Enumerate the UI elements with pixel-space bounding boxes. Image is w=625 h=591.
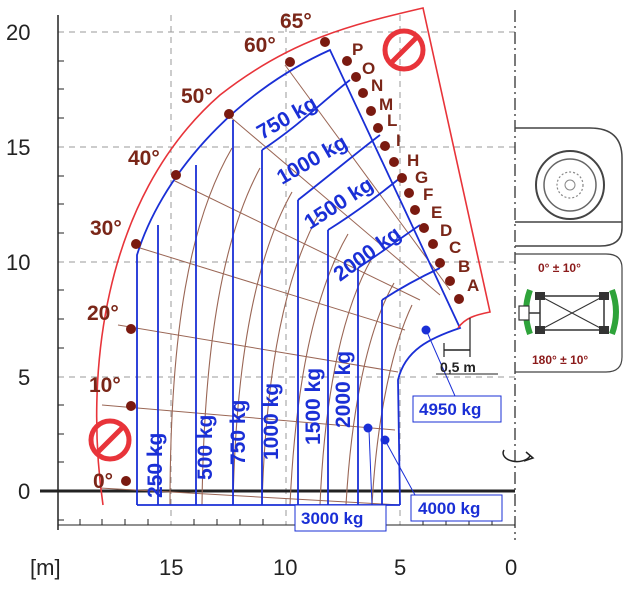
rotation-front-label: 0° ± 10° <box>538 261 581 275</box>
angle-markers <box>121 37 464 486</box>
capacity-box-label: 4000 kg <box>418 499 480 518</box>
load-point-markers <box>363 325 431 445</box>
sector-label: M <box>379 95 393 114</box>
sector-label: N <box>371 76 383 95</box>
capacity-label-column: 2000 kg <box>332 351 355 428</box>
sector-label: P <box>352 40 363 59</box>
capacity-box-3000: 3000 kg <box>294 429 387 532</box>
sector-label: B <box>458 257 470 276</box>
scale-bar-label: 0,5 m <box>440 359 476 375</box>
y-tick-20: 20 <box>6 20 30 45</box>
sector-label: C <box>449 238 461 257</box>
sector-label: G <box>415 168 428 187</box>
sector-label: I <box>396 131 401 150</box>
x-tick-5: 5 <box>394 555 406 580</box>
x-tick-0: 0 <box>505 555 517 580</box>
angle-label: 20° <box>87 302 119 325</box>
sector-label: O <box>362 59 375 78</box>
capacity-label-column: 250 kg <box>144 433 167 498</box>
angle-label: 0° <box>93 470 113 493</box>
sector-label: H <box>407 151 419 170</box>
rotation-rear-label: 180° ± 10° <box>532 353 588 367</box>
load-arcs <box>169 147 413 506</box>
wheel-icon <box>515 127 623 247</box>
x-tick-15: 15 <box>159 555 183 580</box>
y-tick-5: 5 <box>18 365 30 390</box>
axis-unit-label: [m] <box>30 555 61 580</box>
angle-label: 50° <box>181 85 213 108</box>
angle-label: 10° <box>89 374 121 397</box>
capacity-zones <box>136 48 462 506</box>
y-tick-15: 15 <box>6 135 30 160</box>
axes <box>40 10 516 540</box>
angle-label: 30° <box>90 217 122 240</box>
sector-label: D <box>440 221 452 240</box>
no-entry-icon <box>88 418 132 462</box>
rotation-panel-frame <box>515 253 623 373</box>
capacity-box-4000: 4000 kg <box>385 441 503 522</box>
rotation-arrow-icon <box>502 449 535 463</box>
x-tick-10: 10 <box>273 555 297 580</box>
scale-bar: 0,5 m <box>436 318 498 375</box>
y-tick-10: 10 <box>6 250 30 275</box>
sector-label: F <box>423 185 433 204</box>
capacity-label-column: 1500 kg <box>302 368 325 445</box>
capacity-box-label: 4950 kg <box>419 400 481 419</box>
capacity-box-4950: 4950 kg <box>412 331 502 423</box>
working-envelope <box>95 7 491 506</box>
capacity-label-arc: 2000 kg <box>329 222 405 286</box>
capacity-label-column: 500 kg <box>194 415 217 480</box>
angle-label: 60° <box>244 34 276 57</box>
y-tick-0: 0 <box>18 479 30 504</box>
capacity-label-column: 1000 kg <box>260 383 283 460</box>
capacity-label-arc: 750 kg <box>253 92 321 145</box>
capacity-label-arc: 1000 kg <box>273 131 351 189</box>
sector-label: E <box>431 203 442 222</box>
angle-rays <box>99 64 451 506</box>
capacity-label-column: 750 kg <box>227 400 250 465</box>
no-entry-icon <box>382 28 426 72</box>
angle-label: 40° <box>128 147 160 170</box>
sector-label: L <box>387 111 397 130</box>
top-view-vehicle-icon <box>518 288 619 336</box>
grid <box>58 15 515 525</box>
capacity-box-label: 3000 kg <box>301 509 363 528</box>
sector-label: A <box>467 276 479 295</box>
angle-label: 65° <box>280 10 312 33</box>
